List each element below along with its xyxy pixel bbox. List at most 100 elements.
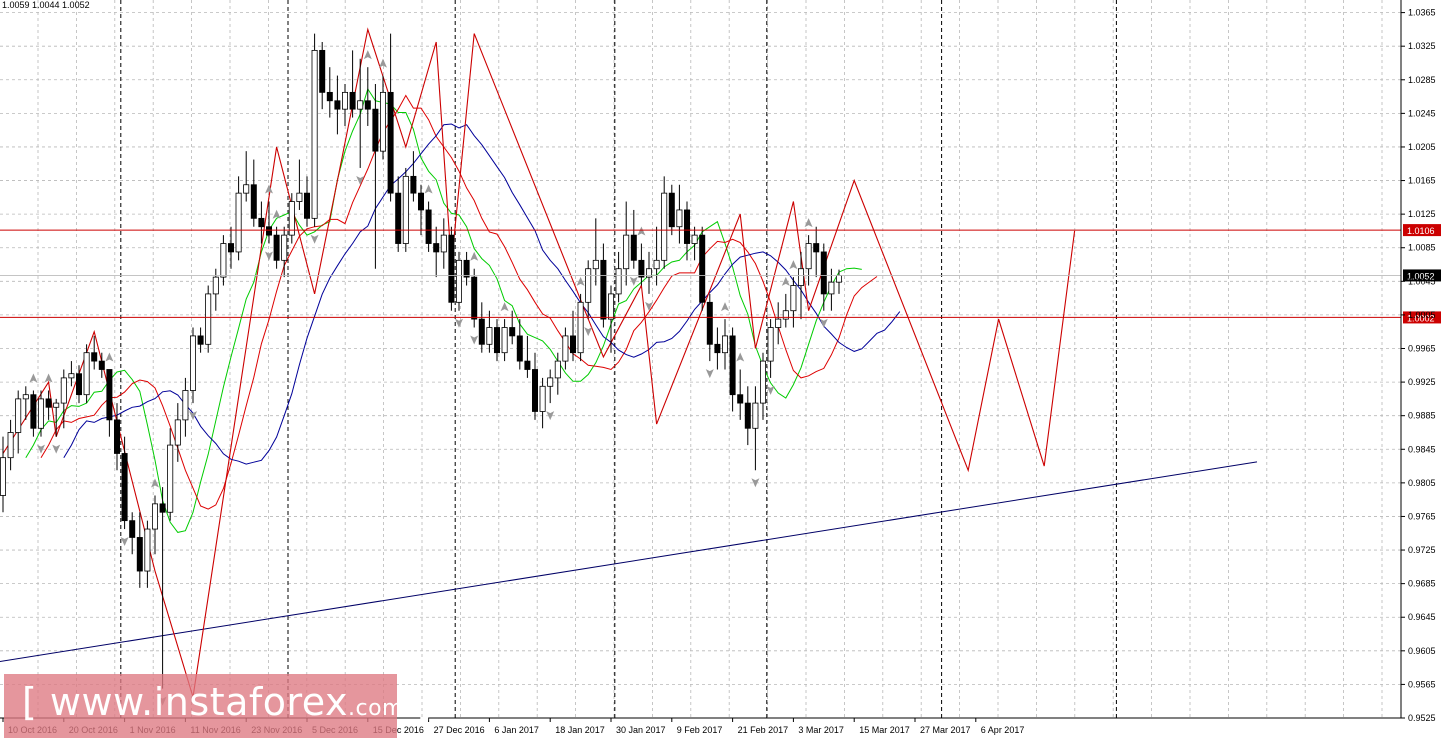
candle-bear xyxy=(349,91,356,110)
candle-bear xyxy=(91,352,98,362)
candle-bull xyxy=(760,360,767,404)
fractal-up-marker xyxy=(500,302,509,312)
y-tick-label: 1.0365 xyxy=(1408,8,1436,18)
fractal-up-marker xyxy=(789,260,798,270)
candle-bull xyxy=(562,335,569,362)
y-tick-label: 1.0205 xyxy=(1408,142,1436,152)
candle-bull xyxy=(775,318,782,328)
candle-bear xyxy=(600,259,607,320)
watermark-open-bracket: [ xyxy=(22,680,38,724)
fractal-down-marker xyxy=(705,369,714,379)
x-tick-label: 6 Apr 2017 xyxy=(981,725,1025,735)
x-tick-label: 9 Feb 2017 xyxy=(677,725,723,735)
candle-bull xyxy=(623,234,630,270)
fractal-up-marker xyxy=(29,373,38,383)
x-tick-label: 15 Mar 2017 xyxy=(859,725,910,735)
ohlc-readout: 1.0059 1.0044 1.0052 xyxy=(2,0,90,10)
fractal-up-marker xyxy=(105,352,114,362)
ma-red-line xyxy=(40,94,878,510)
candle-bear xyxy=(744,402,751,429)
candle-bear xyxy=(532,369,539,412)
grid xyxy=(0,0,1401,719)
candle-bear xyxy=(820,251,827,295)
candle-bear xyxy=(737,394,744,404)
fractal-up-marker xyxy=(363,50,372,60)
candle-bear xyxy=(98,360,105,370)
fractal-down-marker xyxy=(455,318,463,328)
x-tick-label: 21 Feb 2017 xyxy=(738,725,789,735)
y-tick-label: 0.9685 xyxy=(1408,579,1436,589)
y-tick-label: 1.0125 xyxy=(1408,209,1436,219)
y-tick-label: 1.0165 xyxy=(1408,176,1436,186)
candle-bear xyxy=(509,327,516,337)
candle-bull xyxy=(182,390,189,421)
candle-bear xyxy=(76,373,83,396)
level-label-bg xyxy=(1403,311,1441,324)
candle-bear xyxy=(471,276,478,320)
candle-bear xyxy=(106,369,113,421)
y-tick-label: 0.9765 xyxy=(1408,511,1436,521)
candle-bear xyxy=(433,243,440,253)
y-tick-label: 0.9965 xyxy=(1408,344,1436,354)
fractal-up-marker xyxy=(736,352,745,362)
fractal-down-marker xyxy=(766,385,775,395)
candle-bear xyxy=(410,175,417,194)
candle-bull xyxy=(805,243,812,270)
horizontal-levels: 1.0106 1.0002 1.0052 xyxy=(0,224,1441,324)
candle-bull xyxy=(767,327,774,362)
candle-bull xyxy=(220,243,227,278)
y-tick-label: 0.9725 xyxy=(1408,545,1436,555)
y-tick-label: 0.9605 xyxy=(1408,646,1436,656)
x-tick-label: 3 Mar 2017 xyxy=(798,725,844,735)
y-tick-label: 0.9885 xyxy=(1408,411,1436,421)
fractal-up-marker xyxy=(379,58,387,68)
candle-bull xyxy=(592,259,599,270)
candle-bull xyxy=(379,91,386,152)
candle-bear xyxy=(114,419,121,454)
candle-bear xyxy=(463,259,470,278)
y-tick-label: 0.9525 xyxy=(1408,713,1436,723)
y-tick-label: 0.9925 xyxy=(1408,377,1436,387)
moving-averages xyxy=(25,87,901,533)
candle-bull xyxy=(722,335,729,354)
x-tick-label: 27 Mar 2017 xyxy=(920,725,971,735)
candle-bear xyxy=(516,335,523,362)
candle-bull xyxy=(357,100,364,110)
candle-bull xyxy=(281,234,288,261)
fractal-down-marker xyxy=(645,301,653,311)
candle-bull xyxy=(174,419,181,446)
candle-bull xyxy=(653,259,660,270)
trendline-layer xyxy=(0,461,1258,662)
candle-bull xyxy=(288,201,295,236)
fractal-up-marker xyxy=(44,373,53,383)
candle-bull xyxy=(577,301,584,354)
candle-bear xyxy=(159,503,166,513)
candles xyxy=(0,33,843,689)
candle-bull xyxy=(189,335,196,391)
current-price-label: 1.0052 xyxy=(1407,271,1435,281)
level-label: 1.0106 xyxy=(1407,226,1435,236)
watermark-tld: .com xyxy=(348,696,404,721)
candle-bear xyxy=(387,91,394,194)
candle-bull xyxy=(790,285,797,312)
candle-bear xyxy=(372,108,379,152)
fractal-down-marker xyxy=(120,537,129,547)
candle-bull xyxy=(60,377,67,404)
candle-bull xyxy=(585,268,592,303)
x-tick-label: 30 Jan 2017 xyxy=(616,725,666,735)
candle-bear xyxy=(570,335,577,354)
fractal-up-marker xyxy=(424,184,433,194)
candle-bear xyxy=(699,234,706,303)
candle-bull xyxy=(752,402,759,429)
watermark-text: [ www.instaforex.com ] xyxy=(22,680,432,724)
x-tick-label: 18 Jan 2017 xyxy=(555,725,605,735)
fractal-down-marker xyxy=(310,234,319,244)
candle-bull xyxy=(608,293,615,320)
candle-bull xyxy=(554,360,561,379)
candle-bull xyxy=(243,184,250,194)
fractal-down-marker xyxy=(52,444,61,454)
candle-bull xyxy=(68,373,75,379)
fractal-up-marker xyxy=(576,276,585,286)
candle-bull xyxy=(539,385,546,412)
